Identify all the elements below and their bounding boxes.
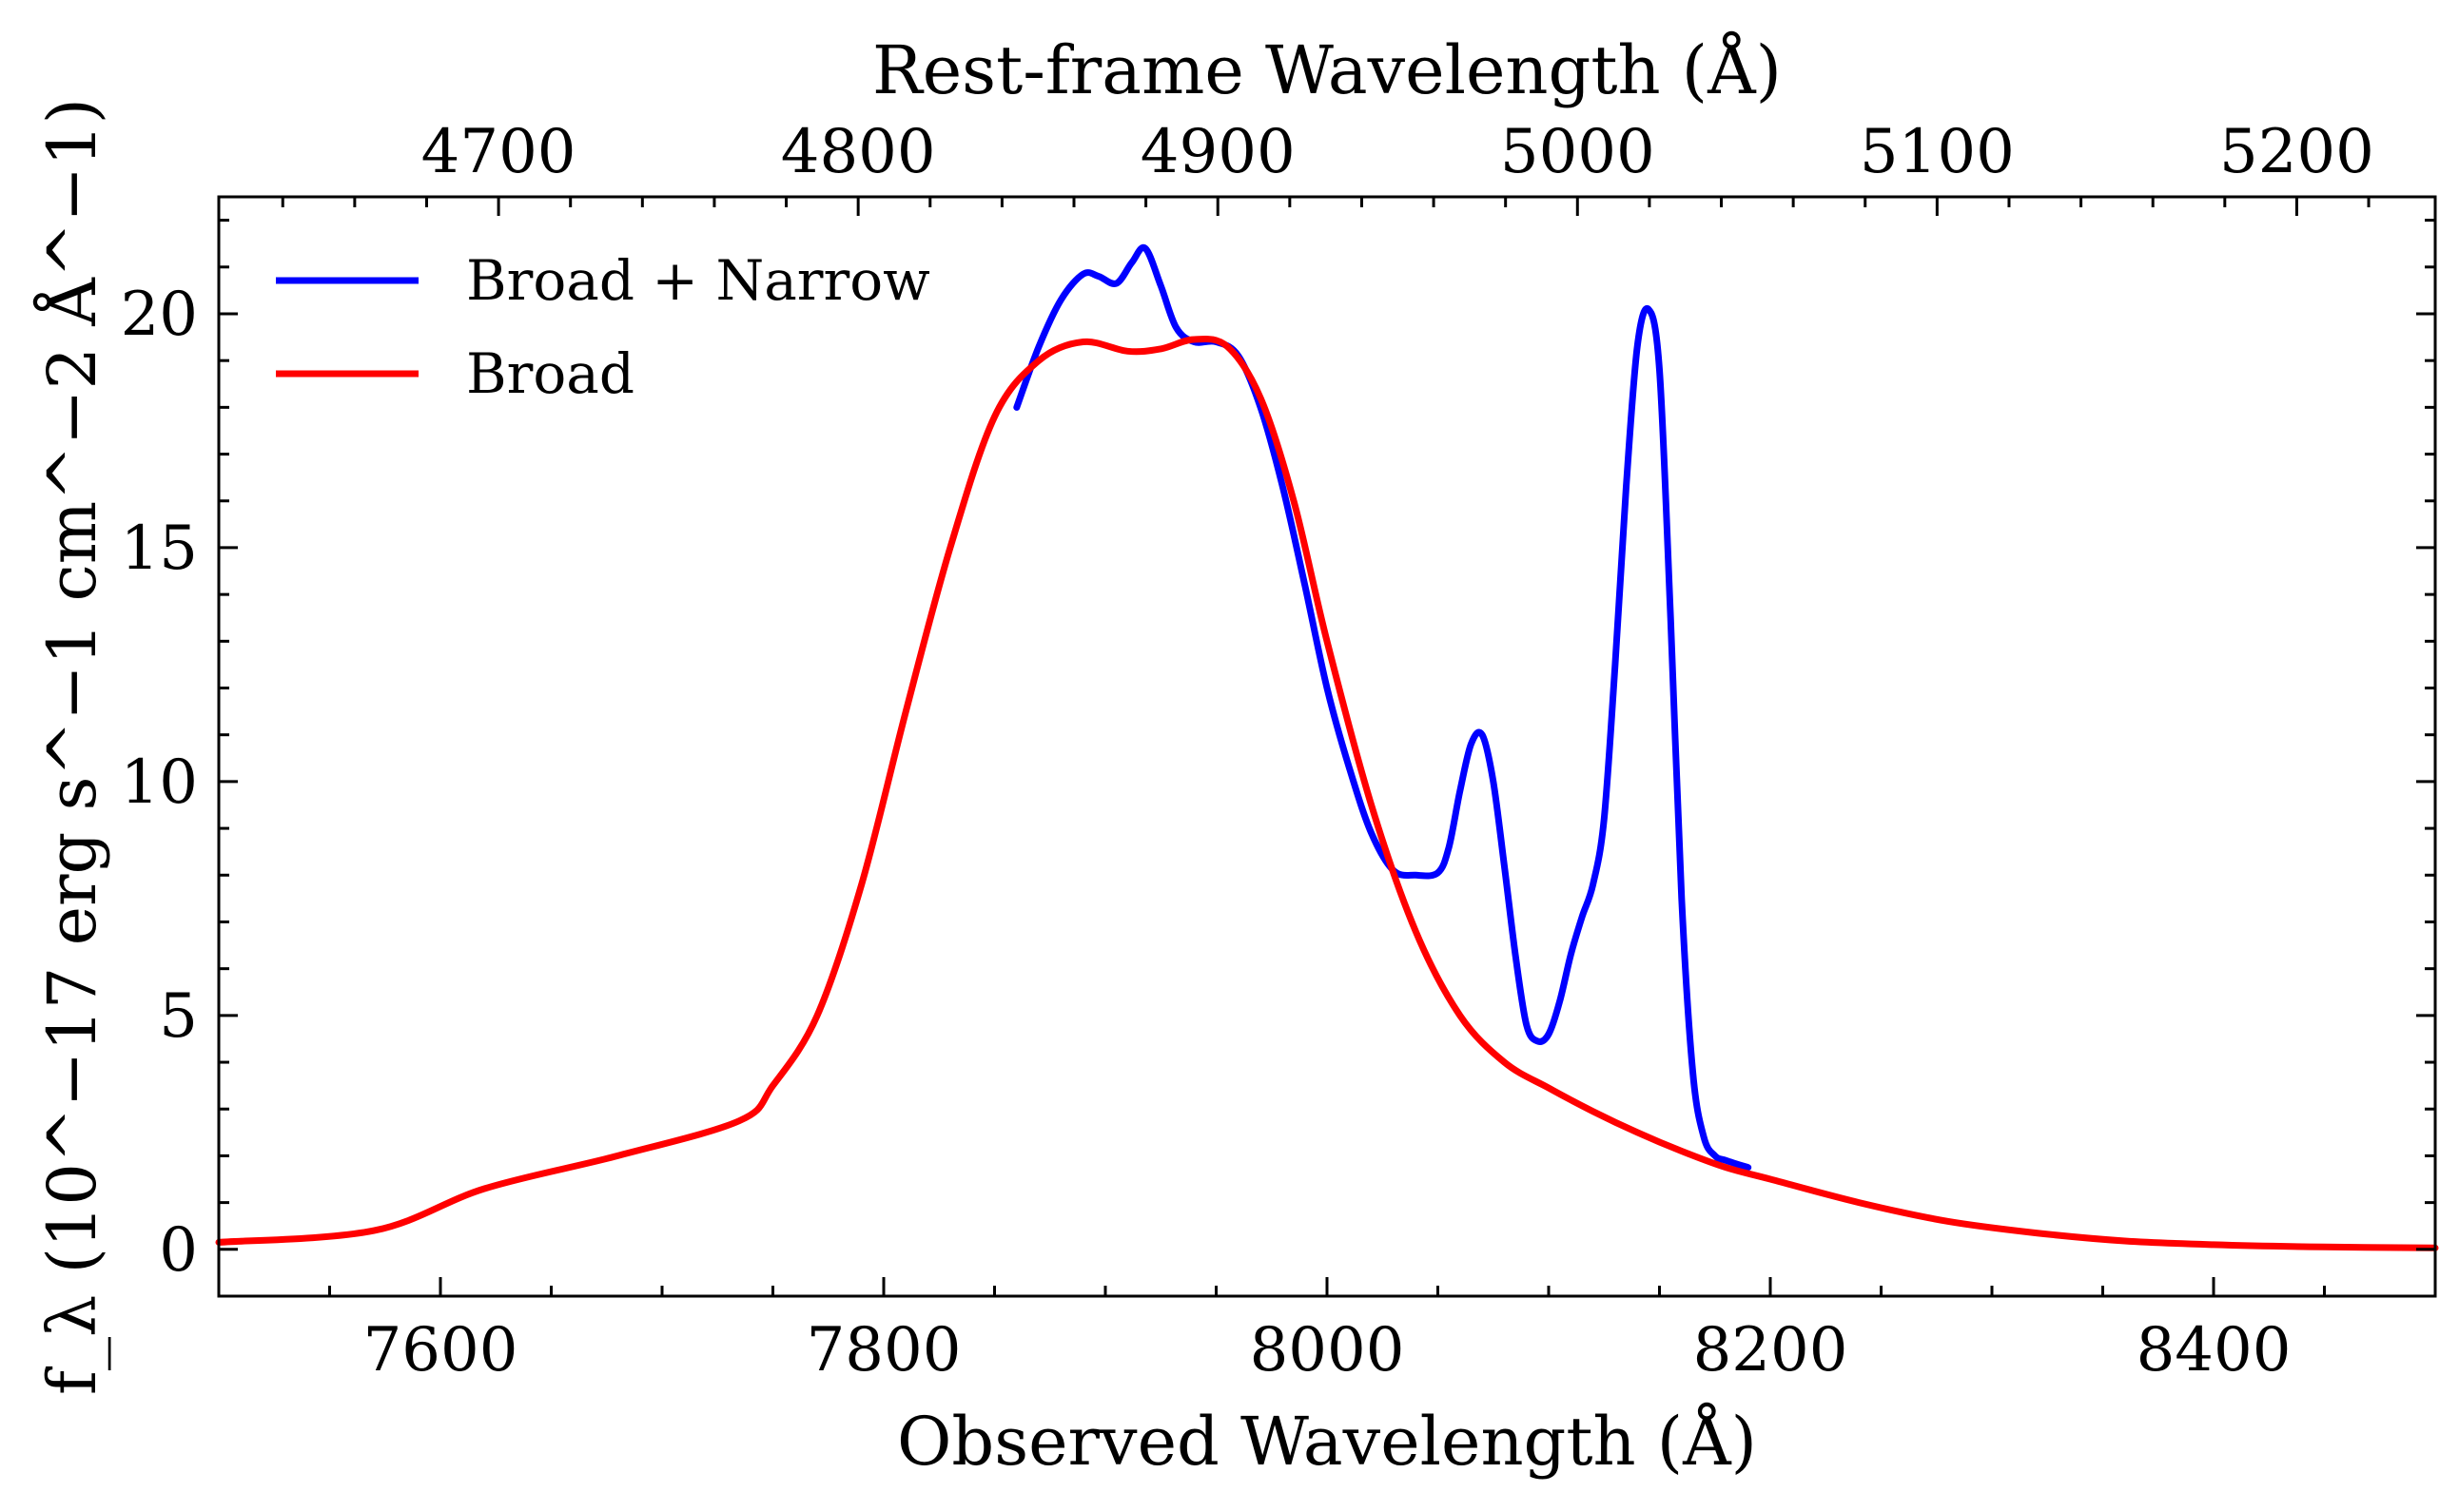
x-axis-title: Observed Wavelength (Å) (897, 1403, 1757, 1481)
legend-label-broad-narrow: Broad + Narrow (466, 248, 930, 313)
x-tick-label: 8000 (1250, 1315, 1405, 1386)
y-axis-title: f_λ (10^−17 erg s^−1 cm^−2 Å^−1) (33, 98, 111, 1395)
x-tick-label: 8200 (1693, 1315, 1848, 1386)
plot-frame (217, 195, 2437, 1298)
series-layer (215, 243, 2439, 1251)
y-tick-label: 10 (121, 747, 198, 818)
top-axis-title: Rest-frame Wavelength (Å) (872, 31, 1782, 109)
y-tick-label: 0 (159, 1215, 198, 1286)
legend-label-broad: Broad (466, 341, 634, 406)
top-tick-label: 5000 (1500, 117, 1655, 187)
top-tick-label: 4900 (1141, 117, 1296, 187)
top-tick-label: 4800 (781, 117, 936, 187)
top-tick-label: 5200 (2219, 117, 2374, 187)
y-tick-label: 15 (121, 514, 198, 584)
series-line-broad-narrow (1013, 243, 1752, 1172)
series-line-broad (215, 335, 2439, 1251)
y-tick-label: 20 (121, 280, 198, 350)
legend: Broad + Narrow Broad (276, 248, 930, 406)
y-tick-label: 5 (159, 981, 198, 1052)
x-tick-label: 7600 (363, 1315, 518, 1386)
x-tick-label: 7800 (807, 1315, 962, 1386)
x-tick-label: 8400 (2137, 1315, 2292, 1386)
top-tick-label: 5100 (1860, 117, 2015, 187)
top-tick-label: 4700 (421, 117, 576, 187)
labels-layer: 7600 7800 8000 8200 8400 0 5 10 15 20 4700 4800 4900… (121, 117, 2374, 1386)
